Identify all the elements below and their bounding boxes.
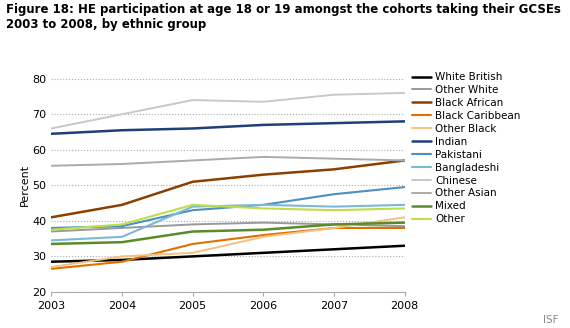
Other <box>331 208 337 212</box>
Other White <box>119 226 125 230</box>
Other White <box>189 222 196 226</box>
Black Caribbean <box>189 242 196 246</box>
Line: Bangladeshi: Bangladeshi <box>51 205 405 240</box>
Other Black <box>260 235 267 239</box>
Other Asian <box>189 158 196 162</box>
Other Asian <box>260 155 267 159</box>
Other Asian <box>48 164 55 168</box>
White British <box>401 244 408 248</box>
Chinese <box>401 91 408 95</box>
White British <box>331 247 337 251</box>
Other Black <box>119 255 125 258</box>
Line: White British: White British <box>51 246 405 262</box>
Pakistani <box>401 185 408 189</box>
Other <box>119 222 125 226</box>
Other <box>260 206 267 210</box>
Line: Mixed: Mixed <box>51 223 405 244</box>
Line: Other: Other <box>51 205 405 230</box>
Line: Black Caribbean: Black Caribbean <box>51 228 405 269</box>
Black African <box>260 173 267 177</box>
Bangladeshi <box>48 238 55 242</box>
Chinese <box>189 98 196 102</box>
Indian <box>260 123 267 127</box>
Other White <box>401 224 408 228</box>
Indian <box>189 127 196 131</box>
Text: ISF: ISF <box>543 315 559 325</box>
White British <box>189 255 196 258</box>
Chinese <box>48 127 55 131</box>
Black African <box>119 203 125 207</box>
Pakistani <box>119 224 125 228</box>
White British <box>260 251 267 255</box>
Indian <box>48 132 55 136</box>
Other Black <box>331 226 337 230</box>
Mixed <box>331 222 337 226</box>
Mixed <box>401 221 408 225</box>
Chinese <box>331 93 337 97</box>
Indian <box>331 121 337 125</box>
Line: Chinese: Chinese <box>51 93 405 129</box>
Black Caribbean <box>260 233 267 237</box>
Line: Black African: Black African <box>51 160 405 217</box>
Other <box>48 228 55 232</box>
Pakistani <box>260 203 267 207</box>
Other Black <box>401 215 408 219</box>
Mixed <box>119 240 125 244</box>
Y-axis label: Percent: Percent <box>19 164 30 206</box>
Other White <box>48 230 55 234</box>
Indian <box>119 128 125 132</box>
Black Caribbean <box>119 260 125 264</box>
Other Asian <box>119 162 125 166</box>
Other White <box>260 221 267 225</box>
Other Asian <box>331 157 337 161</box>
Line: Other White: Other White <box>51 223 405 232</box>
Black Caribbean <box>48 267 55 271</box>
Indian <box>401 119 408 123</box>
White British <box>48 260 55 264</box>
Mixed <box>260 228 267 232</box>
Line: Other Black: Other Black <box>51 217 405 267</box>
Bangladeshi <box>401 203 408 207</box>
Other <box>189 203 196 207</box>
Black African <box>48 215 55 219</box>
Black Caribbean <box>331 226 337 230</box>
Black Caribbean <box>401 226 408 230</box>
Pakistani <box>189 208 196 212</box>
Black African <box>401 158 408 162</box>
Chinese <box>260 100 267 104</box>
Bangladeshi <box>260 203 267 207</box>
Line: Indian: Indian <box>51 121 405 134</box>
Other Black <box>189 251 196 255</box>
Black African <box>331 167 337 171</box>
Pakistani <box>331 192 337 196</box>
Black African <box>189 180 196 184</box>
Chinese <box>119 112 125 116</box>
Line: Other Asian: Other Asian <box>51 157 405 166</box>
Bangladeshi <box>331 205 337 209</box>
White British <box>119 258 125 262</box>
Pakistani <box>48 226 55 230</box>
Text: Figure 18: HE participation at age 18 or 19 amongst the cohorts taking their GCS: Figure 18: HE participation at age 18 or… <box>6 3 560 31</box>
Other Black <box>48 265 55 269</box>
Other <box>401 206 408 210</box>
Legend: White British, Other White, Black African, Black Caribbean, Other Black, Indian,: White British, Other White, Black Africa… <box>408 68 525 229</box>
Bangladeshi <box>119 235 125 239</box>
Bangladeshi <box>189 205 196 209</box>
Mixed <box>189 230 196 234</box>
Line: Pakistani: Pakistani <box>51 187 405 228</box>
Mixed <box>48 242 55 246</box>
Other White <box>331 222 337 226</box>
Other Asian <box>401 158 408 162</box>
